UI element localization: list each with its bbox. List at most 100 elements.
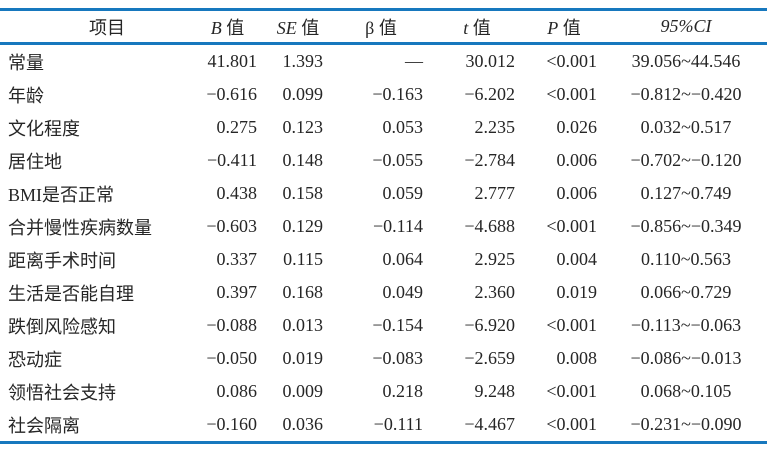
cell-t: 2.925 (474, 249, 516, 269)
cell-t: −6.920 (464, 315, 515, 335)
row-label: 社会隔离 (8, 415, 80, 436)
cell-b: −0.088 (206, 315, 257, 335)
cell-b: −0.603 (206, 216, 257, 236)
table-row: 文化程度 0.275 0.123 0.053 2.235 0.026 0.032~0.517 (0, 111, 767, 144)
cell-beta: −0.114 (373, 216, 423, 236)
cell-ci: −0.856~−0.349 (630, 216, 742, 236)
cell-p: <0.001 (546, 414, 597, 434)
regression-table: 项目 B 值 SE 值 β 值 t 值 P 值 95%CI 常量 41.801 1.393 — 30… (0, 8, 767, 444)
cell-beta: −0.111 (373, 414, 423, 434)
cell-b: −0.411 (207, 150, 257, 170)
cell-beta: −0.083 (372, 348, 423, 368)
row-label: 年龄 (8, 85, 44, 106)
cell-b: 41.801 (207, 51, 258, 71)
table-header: 项目 B 值 SE 值 β 值 t 值 P 值 95%CI (0, 10, 767, 44)
cell-beta: −0.154 (372, 315, 423, 335)
table-row: 年龄 −0.616 0.099 −0.163 −6.202 <0.001 −0.812~−0… (0, 78, 767, 111)
cell-p: 0.026 (556, 117, 598, 137)
cell-b: 0.086 (216, 381, 258, 401)
row-label: 常量 (8, 52, 44, 73)
row-label: 生活是否能自理 (8, 283, 134, 304)
cell-se: 0.158 (282, 183, 324, 203)
cell-t: −4.467 (464, 414, 515, 434)
cell-p: 0.006 (556, 183, 598, 203)
cell-beta: 0.064 (382, 249, 424, 269)
cell-b: 0.397 (216, 282, 258, 302)
table-body: 常量 41.801 1.393 — 30.012 <0.001 39.056~44.546 年… (0, 44, 767, 443)
cell-ci: −0.812~−0.420 (630, 84, 742, 104)
cell-t: −2.659 (464, 348, 515, 368)
table-row: 跌倒风险感知 −0.088 0.013 −0.154 −6.920 <0.001 −0.11… (0, 309, 767, 342)
row-label: 居住地 (8, 151, 62, 172)
row-label: 合并慢性疾病数量 (8, 217, 152, 238)
cell-p: 0.008 (556, 348, 598, 368)
row-label: 恐动症 (8, 349, 62, 370)
cell-se: 0.019 (282, 348, 324, 368)
cell-p: 0.006 (556, 150, 598, 170)
table-row: BMI是否正常 0.438 0.158 0.059 2.777 0.006 0.127~0.… (0, 177, 767, 210)
table-row: 恐动症 −0.050 0.019 −0.083 −2.659 0.008 −0.086~−0… (0, 342, 767, 375)
cell-b: −0.616 (206, 84, 257, 104)
cell-t: −2.784 (464, 150, 515, 170)
cell-se: 0.123 (282, 117, 324, 137)
cell-ci: 0.110~0.563 (640, 249, 732, 269)
cell-beta: −0.163 (372, 84, 423, 104)
cell-se: 0.115 (283, 249, 323, 269)
cell-p: 0.019 (556, 282, 598, 302)
cell-ci: −0.231~−0.090 (630, 414, 742, 434)
cell-ci: 39.056~44.546 (631, 51, 741, 71)
cell-t: 2.235 (474, 117, 516, 137)
cell-p: <0.001 (546, 51, 597, 71)
cell-b: 0.275 (216, 117, 258, 137)
cell-beta: 0.053 (382, 117, 424, 137)
cell-ci: 0.127~0.749 (640, 183, 732, 203)
cell-p: <0.001 (546, 216, 597, 236)
cell-beta: 0.059 (382, 183, 424, 203)
cell-t: −6.202 (464, 84, 515, 104)
table-row: 居住地 −0.411 0.148 −0.055 −2.784 0.006 −0.702~−0… (0, 144, 767, 177)
cell-ci: −0.086~−0.013 (630, 348, 742, 368)
cell-p: 0.004 (556, 249, 598, 269)
cell-se: 0.129 (282, 216, 324, 236)
table-row: 生活是否能自理 0.397 0.168 0.049 2.360 0.019 0.066~0.… (0, 276, 767, 309)
cell-p: <0.001 (546, 381, 597, 401)
cell-beta: 0.218 (382, 381, 424, 401)
cell-t: 30.012 (465, 51, 516, 71)
cell-ci: 0.068~0.105 (640, 381, 732, 401)
cell-t: −4.688 (464, 216, 515, 236)
cell-p: <0.001 (546, 315, 597, 335)
column-header-ci: 95%CI (660, 16, 712, 36)
table-row: 常量 41.801 1.393 — 30.012 <0.001 39.056~44.546 (0, 44, 767, 79)
cell-t: 9.248 (474, 381, 516, 401)
row-label: BMI是否正常 (8, 184, 115, 205)
column-header-p: P 值 (547, 17, 581, 38)
cell-beta: 0.049 (382, 282, 424, 302)
row-label: 文化程度 (8, 118, 80, 139)
column-header-beta: β 值 (365, 17, 397, 38)
cell-se: 0.013 (282, 315, 324, 335)
cell-b: −0.160 (206, 414, 257, 434)
cell-b: −0.050 (206, 348, 257, 368)
cell-t: 2.777 (474, 183, 516, 203)
cell-beta: −0.055 (372, 150, 423, 170)
cell-b: 0.337 (216, 249, 258, 269)
cell-ci: −0.113~−0.063 (630, 315, 742, 335)
row-label: 领悟社会支持 (8, 382, 116, 403)
cell-t: 2.360 (474, 282, 516, 302)
column-header-item: 项目 (89, 17, 125, 38)
row-label: 跌倒风险感知 (8, 316, 116, 337)
cell-ci: 0.066~0.729 (640, 282, 732, 302)
cell-beta: — (405, 51, 423, 71)
cell-se: 0.036 (282, 414, 324, 434)
table-row: 社会隔离 −0.160 0.036 −0.111 −4.467 <0.001 −0.231~… (0, 408, 767, 443)
table-row: 领悟社会支持 0.086 0.009 0.218 9.248 <0.001 0.068~0.… (0, 375, 767, 408)
table-row: 距离手术时间 0.337 0.115 0.064 2.925 0.004 0.110~0.5… (0, 243, 767, 276)
cell-ci: −0.702~−0.120 (630, 150, 742, 170)
column-header-se: SE 值 (276, 17, 320, 38)
header-row: 项目 B 值 SE 值 β 值 t 值 P 值 95%CI (0, 10, 767, 44)
cell-ci: 0.032~0.517 (640, 117, 732, 137)
cell-se: 0.168 (282, 282, 324, 302)
cell-b: 0.438 (216, 183, 258, 203)
cell-se: 0.099 (282, 84, 324, 104)
